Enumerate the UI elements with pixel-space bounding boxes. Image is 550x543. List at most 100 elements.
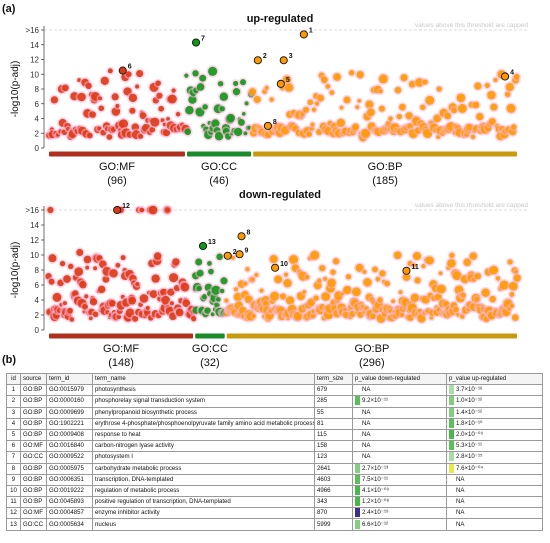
term-point: [168, 273, 179, 283]
term-point: [230, 255, 235, 260]
pvalue-cell: 7.5×10⁻¹¹: [352, 473, 447, 486]
table-cell: photosystem I: [92, 451, 315, 464]
term-point: [279, 293, 287, 300]
term-point: [208, 268, 214, 275]
table-cell: GO:CC: [20, 518, 47, 531]
term-point: [204, 307, 211, 314]
term-point: [67, 263, 74, 270]
term-point: [377, 297, 383, 303]
pvalue-cell: NA: [446, 496, 543, 509]
term-point: [474, 82, 482, 90]
pvalue-cell: 1.4×10⁻¹²: [446, 406, 543, 419]
highlighted-point: [402, 266, 411, 275]
term-point: [62, 84, 69, 92]
pvalue-text: NA: [362, 419, 371, 427]
term-point: [378, 89, 383, 94]
term-point: [493, 77, 498, 83]
term-point: [357, 98, 362, 103]
term-point: [495, 276, 501, 281]
term-point: [327, 278, 336, 288]
term-point: [253, 95, 261, 104]
term-point: [161, 295, 171, 305]
term-point: [182, 299, 191, 308]
table-cell: 3: [6, 406, 21, 419]
term-point: [135, 282, 140, 287]
term-point: [125, 71, 132, 78]
term-point: [241, 111, 246, 116]
pvalue-cell: NA: [352, 440, 447, 453]
term-point: [243, 131, 248, 136]
table-cell: 1: [6, 384, 21, 397]
pvalue-cell: 9.2×10⁻¹¹: [352, 395, 447, 408]
pvalue-text: 1.0×10⁻¹²: [456, 397, 483, 405]
term-point: [128, 296, 137, 305]
table-row: 5 GO:BP GO:0009408 response to heat 115 NA 2.0…: [6, 428, 543, 442]
term-point: [336, 118, 346, 128]
term-point: [115, 262, 121, 268]
group-band: [186, 151, 252, 157]
term-point: [472, 101, 480, 109]
table-cell: GO:BP: [20, 395, 47, 408]
term-point: [128, 93, 138, 103]
term-point: [158, 105, 165, 112]
table-row: 8 GO:BP GO:0005975 carbohydrate metabolic p…: [6, 462, 543, 475]
term-point: [208, 66, 218, 76]
table-cell: 2641: [314, 462, 353, 475]
term-point: [367, 108, 375, 117]
term-point: [85, 265, 90, 270]
term-point: [513, 274, 521, 282]
table-row: 11 GO:BP GO:0045893 positive regulation of …: [6, 496, 543, 509]
y-axis-label: -log10(p-adj): [10, 61, 21, 118]
table-cell: 4: [6, 417, 21, 430]
term-point: [211, 119, 220, 128]
term-point: [153, 252, 162, 260]
highlight-label: 8: [247, 229, 251, 236]
pvalue-color-swatch: [449, 509, 454, 518]
table-cell: GO:0016840: [46, 440, 93, 453]
term-point: [89, 111, 96, 118]
table-cell: 4603: [314, 473, 353, 486]
term-point: [456, 93, 466, 103]
term-point: [508, 281, 518, 291]
group-name: GO:CC: [201, 161, 237, 173]
term-point: [384, 280, 390, 287]
term-point: [333, 73, 341, 81]
term-point: [82, 303, 88, 310]
term-point: [348, 70, 355, 76]
term-point: [93, 266, 98, 271]
pvalue-text: 2.7×10⁻¹³: [362, 464, 389, 472]
table-cell: enzyme inhibitor activity: [92, 507, 315, 520]
term-point: [317, 278, 322, 283]
term-point: [92, 311, 99, 318]
highlight-label: 5: [286, 77, 290, 84]
term-point: [400, 312, 405, 318]
table-cell: GO:BP: [20, 384, 47, 397]
term-point: [132, 315, 139, 322]
table-cell: 5: [6, 428, 21, 442]
term-point: [343, 96, 351, 104]
highlighted-point: [253, 56, 262, 65]
term-point: [311, 107, 317, 112]
pvalue-color-swatch: [449, 441, 454, 451]
term-point: [361, 128, 371, 138]
term-point: [511, 124, 517, 130]
table-cell: GO:MF: [20, 440, 47, 453]
term-point: [317, 94, 324, 102]
term-point: [414, 277, 421, 284]
term-point: [510, 303, 515, 308]
term-point: [199, 74, 207, 82]
term-point: [250, 277, 255, 282]
term-point: [98, 96, 103, 101]
term-point: [305, 275, 310, 280]
highlighted-point: [271, 263, 280, 272]
term-point: [378, 105, 385, 112]
table-row: 3 GO:BP GO:0009699 phenylpropanoid biosynth…: [6, 406, 543, 419]
term-point: [269, 254, 278, 264]
term-point: [145, 305, 150, 310]
table-row: 9 GO:BP GO:0006351 transcription, DNA-templ…: [6, 473, 543, 486]
term-point: [185, 105, 194, 115]
pvalue-text: 9.2×10⁻¹¹: [362, 397, 389, 405]
pvalue-text: 2.4×10⁻¹⁹: [362, 509, 389, 517]
term-point: [460, 292, 466, 298]
term-point: [425, 256, 434, 265]
